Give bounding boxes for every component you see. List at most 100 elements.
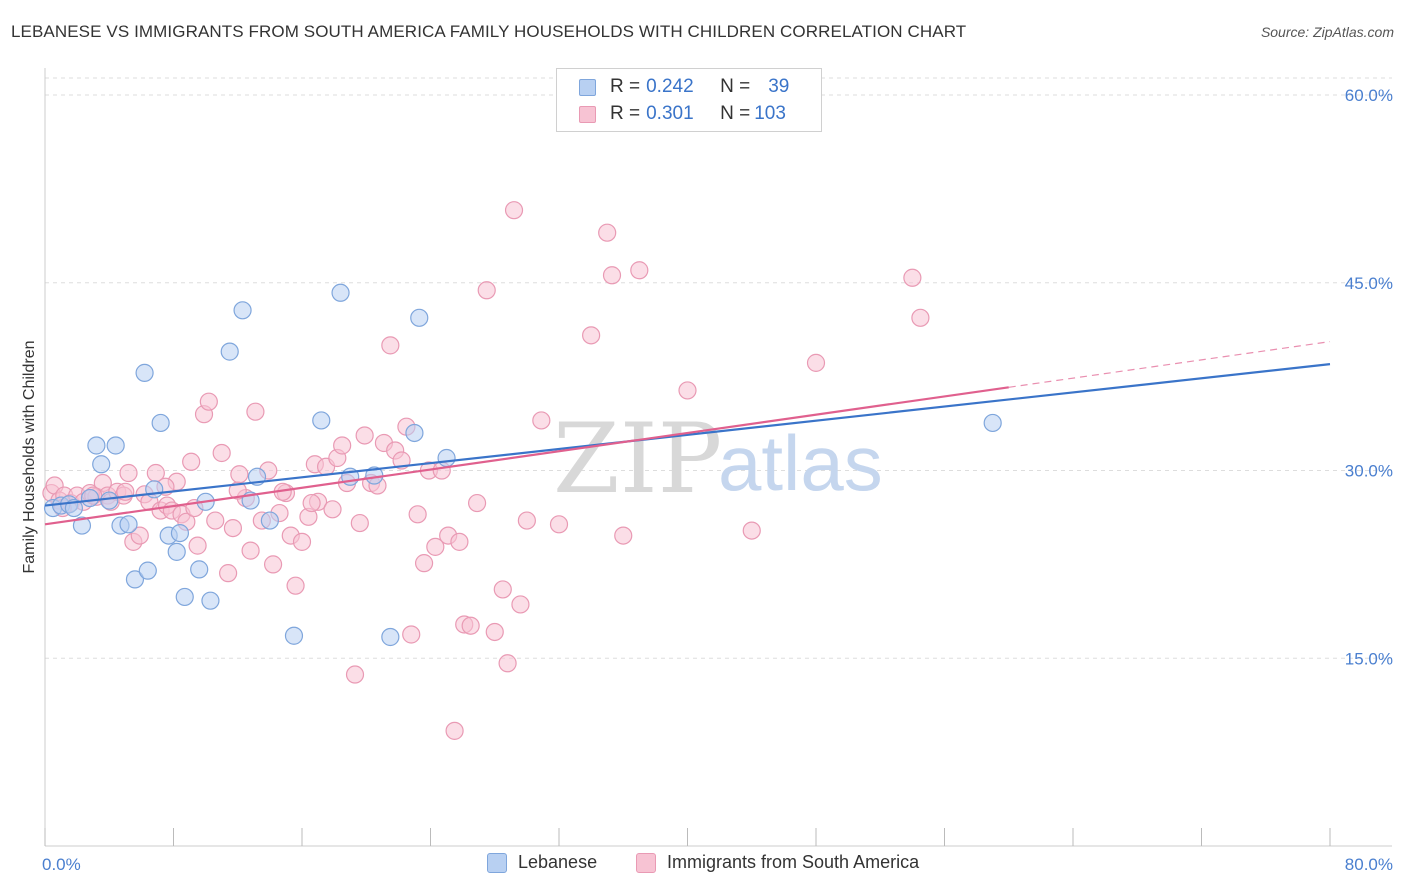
source-label: Source: ZipAtlas.com xyxy=(1260,24,1394,40)
watermark-zip: ZIP xyxy=(553,403,722,515)
point-immigrants xyxy=(333,436,352,455)
point-immigrants xyxy=(903,268,922,287)
point-lebanese xyxy=(331,283,350,302)
point-lebanese xyxy=(190,560,209,579)
grid-lines xyxy=(45,77,1392,659)
point-immigrants xyxy=(302,493,321,513)
point-immigrants xyxy=(408,505,427,524)
point-immigrants xyxy=(614,526,633,545)
legend-swatch-immigrants xyxy=(579,105,596,123)
y-tick-label: 15.0% xyxy=(1345,649,1393,668)
point-immigrants xyxy=(246,402,265,421)
point-immigrants xyxy=(598,223,617,242)
point-immigrants xyxy=(286,576,305,595)
point-immigrants xyxy=(323,500,342,519)
legend-r-label: R = xyxy=(610,76,641,97)
y-tick-label: 30.0% xyxy=(1345,462,1393,481)
point-immigrants xyxy=(517,511,536,530)
point-immigrants xyxy=(532,411,551,430)
point-immigrants xyxy=(130,526,149,545)
point-immigrants xyxy=(467,493,487,513)
point-lebanese xyxy=(138,561,157,580)
trend-lines xyxy=(44,341,1331,526)
point-lebanese xyxy=(405,423,424,443)
point-immigrants xyxy=(292,532,312,551)
point-lebanese xyxy=(312,411,331,430)
point-lebanese xyxy=(983,413,1002,433)
point-immigrants xyxy=(630,261,649,280)
series-label-immigrants: Immigrants from South America xyxy=(667,852,920,872)
point-lebanese xyxy=(135,363,154,382)
point-immigrants xyxy=(582,326,601,345)
point-immigrants xyxy=(402,625,421,644)
point-immigrants xyxy=(188,536,207,555)
y-axis-title: Family Households with Children xyxy=(21,341,38,574)
legend-r-value-immigrants: 0.301 xyxy=(646,103,694,124)
watermark: ZIP atlas xyxy=(553,403,883,515)
point-lebanese xyxy=(167,542,186,561)
point-immigrants xyxy=(381,336,400,355)
point-immigrants xyxy=(477,281,496,300)
legend-row-immigrants: R = 0.301 N = 103 xyxy=(579,102,786,126)
point-lebanese xyxy=(72,516,92,535)
point-lebanese xyxy=(100,491,119,510)
point-immigrants xyxy=(355,426,374,445)
point-immigrants xyxy=(206,511,225,530)
legend-r-label: R = xyxy=(610,103,641,124)
point-immigrants xyxy=(504,201,524,220)
point-lebanese xyxy=(87,436,106,455)
series-swatch-immigrants xyxy=(636,852,656,873)
trend-line-immigrants xyxy=(44,386,1009,526)
point-immigrants xyxy=(806,353,826,372)
point-lebanese xyxy=(284,626,304,645)
trend-line-lebanese xyxy=(44,363,1331,507)
point-immigrants xyxy=(199,392,218,411)
point-immigrants xyxy=(426,537,445,556)
point-immigrants xyxy=(219,564,238,583)
point-lebanese xyxy=(151,413,170,433)
point-immigrants xyxy=(345,665,365,684)
point-immigrants xyxy=(119,463,138,483)
point-lebanese xyxy=(410,308,429,327)
point-immigrants xyxy=(678,381,697,400)
series-immigrants-points xyxy=(42,201,930,740)
legend-row-lebanese: R = 0.242 N = 39 xyxy=(579,75,789,99)
y-tick-labels: 15.0% 30.0% 45.0% 60.0% xyxy=(1345,86,1393,668)
legend-n-value-immigrants: 103 xyxy=(754,103,786,124)
y-tick-label: 60.0% xyxy=(1345,86,1393,105)
point-lebanese xyxy=(170,523,190,543)
point-lebanese xyxy=(260,511,279,530)
point-immigrants xyxy=(911,308,930,327)
chart-title: LEBANESE VS IMMIGRANTS FROM SOUTH AMERIC… xyxy=(11,22,967,41)
series-legend: Lebanese Immigrants from South America xyxy=(0,852,1406,878)
point-lebanese xyxy=(233,301,252,320)
point-immigrants xyxy=(228,481,247,500)
point-immigrants xyxy=(223,518,243,538)
legend-n-label: N = xyxy=(720,103,751,124)
point-immigrants xyxy=(182,452,201,471)
legend-n-value-lebanese: 39 xyxy=(768,76,790,97)
y-tick-label: 45.0% xyxy=(1345,274,1393,293)
point-lebanese xyxy=(119,515,138,534)
point-immigrants xyxy=(230,465,249,484)
point-lebanese xyxy=(220,342,239,361)
point-lebanese xyxy=(381,627,400,647)
legend-swatch-lebanese xyxy=(579,78,596,96)
series-legend-lebanese: Lebanese xyxy=(487,852,597,873)
point-immigrants xyxy=(350,513,369,533)
point-immigrants xyxy=(445,721,464,740)
point-immigrants xyxy=(241,541,260,560)
point-immigrants xyxy=(485,622,504,642)
point-lebanese xyxy=(437,448,456,468)
point-immigrants xyxy=(742,521,761,540)
series-label-lebanese: Lebanese xyxy=(518,852,598,872)
point-immigrants xyxy=(461,616,480,635)
series-legend-immigrants: Immigrants from South America xyxy=(636,852,919,873)
x-tick-label: 0.0% xyxy=(42,855,81,874)
axes xyxy=(44,68,1392,847)
x-tick-labels: 0.0% 80.0% xyxy=(42,855,1393,874)
correlation-legend: R = 0.242 N = 39 R = 0.301 N = 103 xyxy=(556,68,822,132)
point-immigrants xyxy=(493,580,512,599)
x-tick-label: 80.0% xyxy=(1345,855,1393,874)
